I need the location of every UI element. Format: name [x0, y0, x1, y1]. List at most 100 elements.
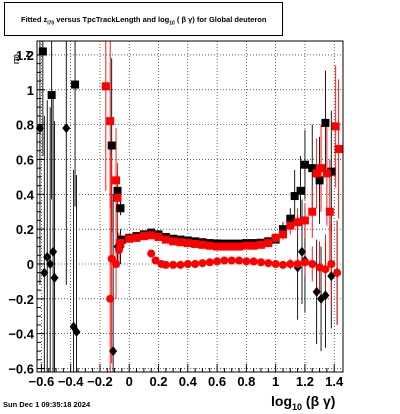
x-tick-label: 0.2 — [149, 374, 167, 389]
data-point-circle — [205, 258, 214, 267]
data-point-circle — [220, 256, 229, 265]
data-point-square — [264, 239, 273, 248]
data-point-square — [198, 240, 207, 249]
grid-layer — [37, 41, 343, 372]
datestamp: Sun Dec 1 09:35:18 2024 — [3, 400, 91, 409]
errorbar-layer — [39, 41, 340, 372]
data-point-circle — [308, 259, 317, 268]
tick-layer: −0.6 −0.4 −0.2 0 0.2 0.4 0.6 0.8 1 1.2 1.4−0.6−0.4… — [8, 48, 344, 389]
x-tick-label: 1.2 — [296, 374, 314, 389]
marker-layer — [35, 47, 343, 357]
data-point-square — [308, 164, 317, 173]
data-point-circle — [257, 258, 266, 267]
data-point-circle — [112, 259, 121, 268]
data-point-square — [101, 82, 110, 91]
x-tick-label: −0.4 — [58, 374, 84, 389]
data-point-square — [249, 241, 258, 250]
data-point-square — [47, 91, 56, 100]
data-point-diamond — [321, 290, 330, 301]
data-point-circle — [161, 260, 170, 269]
x-tick-label: 0.8 — [237, 374, 255, 389]
data-point-square — [71, 80, 80, 89]
data-point-circle — [151, 256, 160, 265]
data-point-square — [139, 232, 148, 241]
data-point-circle — [235, 256, 244, 265]
data-point-square — [300, 216, 309, 225]
data-point-square — [300, 160, 309, 169]
data-point-diamond — [43, 252, 52, 263]
title-box: Fitted zI70 versus TpcTrackLength and lo… — [4, 2, 283, 36]
y-tick-label: 0.2 — [16, 222, 34, 237]
data-point-square — [132, 233, 141, 242]
data-point-square — [271, 233, 280, 242]
data-point-circle — [176, 260, 185, 269]
data-point-square — [290, 192, 299, 201]
data-point-square — [317, 164, 326, 173]
data-point-square — [327, 167, 336, 176]
data-point-square — [112, 176, 121, 185]
data-point-square — [331, 122, 340, 131]
y-axis-label: z I70 — [14, 48, 31, 64]
data-point-circle — [169, 260, 178, 269]
data-point-diamond — [109, 346, 118, 357]
data-point-diamond — [40, 267, 49, 278]
data-point-square — [257, 240, 266, 249]
y-tick-label: 0.8 — [16, 118, 34, 133]
data-point-square — [38, 47, 47, 56]
chart-title: Fitted zI70 versus TpcTrackLength and lo… — [21, 15, 267, 27]
data-point-circle — [114, 246, 123, 255]
x-tick-label: 1 — [272, 374, 279, 389]
x-tick-label: 0.4 — [179, 374, 198, 389]
data-point-circle — [321, 265, 330, 274]
data-point-circle — [249, 257, 258, 266]
data-point-square — [147, 231, 156, 240]
data-point-circle — [286, 259, 295, 268]
data-point-square — [322, 169, 331, 178]
data-point-square — [334, 145, 343, 154]
x-tick-label: 1.4 — [325, 374, 344, 389]
data-point-circle — [264, 259, 273, 268]
data-point-square — [113, 186, 122, 195]
data-point-circle — [227, 256, 236, 265]
data-point-circle — [293, 259, 302, 268]
x-tick-label: 0 — [126, 374, 133, 389]
data-point-square — [296, 186, 305, 195]
data-point-square — [286, 214, 295, 223]
data-point-square — [235, 242, 244, 251]
data-point-square — [312, 169, 321, 178]
data-point-square — [154, 232, 163, 241]
data-point-square — [220, 242, 229, 251]
data-point-square — [161, 235, 170, 244]
data-point-square — [125, 234, 134, 243]
data-point-diamond — [46, 258, 55, 269]
data-point-circle — [147, 249, 156, 258]
data-point-square — [325, 207, 334, 216]
y-tick-label: 0.6 — [16, 152, 34, 167]
data-point-square — [293, 218, 302, 227]
y-tick-label: −0.2 — [8, 292, 34, 307]
data-point-square — [183, 239, 192, 248]
data-point-square — [213, 242, 222, 251]
data-point-square — [169, 237, 178, 246]
data-point-square — [116, 204, 125, 213]
data-point-square — [278, 230, 287, 239]
data-point-circle — [271, 259, 280, 268]
data-point-square — [308, 207, 317, 216]
data-point-circle — [213, 257, 222, 266]
data-point-square — [321, 118, 330, 127]
x-tick-label: −0.6 — [29, 374, 55, 389]
data-point-square — [113, 193, 122, 202]
plot-frame — [36, 40, 344, 373]
data-point-diamond — [35, 123, 44, 134]
data-point-square — [107, 141, 116, 150]
data-point-circle — [300, 258, 309, 267]
data-point-circle — [198, 259, 207, 268]
data-point-square — [227, 242, 236, 251]
data-point-circle — [278, 260, 287, 269]
data-point-diamond — [72, 326, 81, 337]
data-point-square — [191, 239, 200, 248]
x-axis-label: log10 (β γ) — [271, 393, 336, 412]
y-tick-label: −0.6 — [8, 362, 34, 377]
data-point-circle — [333, 268, 342, 277]
